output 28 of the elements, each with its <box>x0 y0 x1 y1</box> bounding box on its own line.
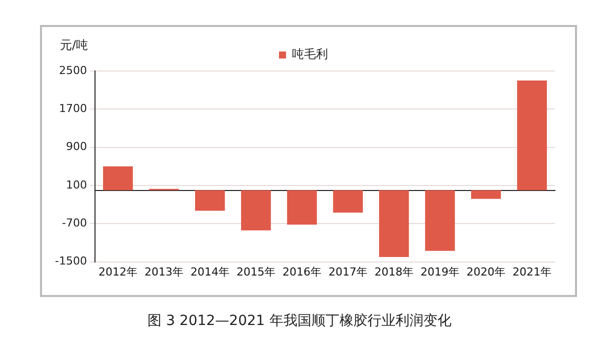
bar <box>195 190 225 211</box>
bar <box>517 80 547 190</box>
y-tick-label: -700 <box>62 216 87 230</box>
bar <box>471 190 501 199</box>
bar <box>333 190 363 213</box>
y-tick-label: -1500 <box>54 254 87 268</box>
bar <box>425 190 455 251</box>
bar <box>103 166 133 190</box>
y-tick-label: 900 <box>66 140 87 154</box>
x-tick-label: 2014年 <box>190 265 230 278</box>
text: 图 3 2012—2021 年我国顺丁橡胶行业利润变化 <box>146 312 452 330</box>
legend-label: 吨毛利 <box>292 47 328 62</box>
x-tick-label: 2017年 <box>328 265 368 278</box>
x-tick-label: 2016年 <box>282 265 322 278</box>
x-tick-label: 2018年 <box>374 265 414 278</box>
bar <box>379 190 409 258</box>
y-axis-title: 元/吨 <box>60 37 88 54</box>
bar <box>241 190 271 230</box>
x-tick-label: 2020年 <box>466 265 506 278</box>
x-tick-label: 2021年 <box>512 265 552 278</box>
y-tick-label: 1700 <box>58 102 87 116</box>
bar <box>287 190 317 225</box>
y-tick-label: 100 <box>66 178 87 192</box>
y-tick-label: 2500 <box>58 64 87 77</box>
x-tick-label: 2012年 <box>98 265 138 278</box>
x-tick-label: 2015年 <box>236 265 276 278</box>
x-tick-label: 2019年 <box>420 265 460 278</box>
x-tick-label: 2013年 <box>144 265 184 278</box>
